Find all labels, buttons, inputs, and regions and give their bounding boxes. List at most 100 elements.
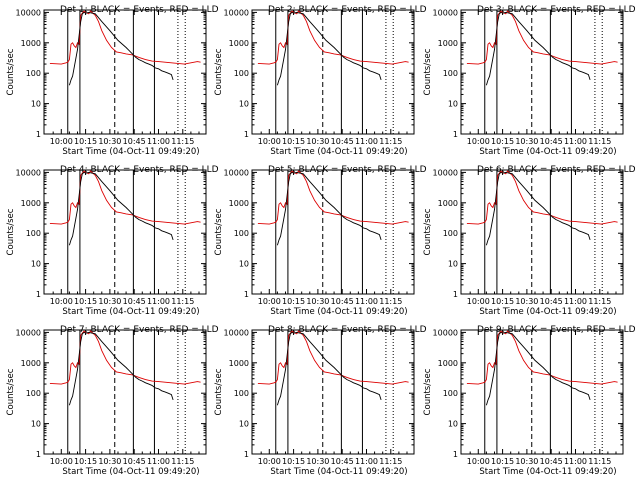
x-tick-label: 11:15 — [588, 297, 611, 306]
plot-frame — [251, 329, 415, 455]
y-axis-label: Counts/sec — [214, 368, 224, 415]
y-tick-label: 1000 — [21, 359, 41, 368]
series-lld-line — [257, 170, 409, 225]
y-tick-label: 100 — [26, 69, 41, 78]
series-lld-line — [466, 330, 618, 385]
x-tick-label: 11:00 — [147, 457, 170, 466]
x-tick-label: 10:45 — [123, 137, 146, 146]
y-tick-label: 100 — [26, 229, 41, 238]
y-tick-label: 1000 — [21, 39, 41, 48]
x-tick-label: 11:15 — [588, 457, 611, 466]
x-axis-label: Start Time (04-Oct-11 09:49:20) — [62, 147, 199, 157]
y-tick-label: 1 — [453, 450, 458, 459]
y-tick-label: 10 — [31, 260, 41, 269]
y-tick-label: 10 — [239, 420, 249, 429]
plot-frame — [460, 169, 624, 295]
plot-frame — [251, 9, 415, 135]
x-tick-label: 10:30 — [306, 137, 329, 146]
series-lld-line — [466, 170, 618, 225]
series-lld-line — [49, 170, 201, 225]
x-tick-label: 11:00 — [147, 137, 170, 146]
x-tick-label: 10:00 — [467, 457, 490, 466]
x-tick-label: 10:15 — [282, 297, 305, 306]
x-tick-label: 11:15 — [171, 457, 194, 466]
x-axis-label: Start Time (04-Oct-11 09:49:20) — [479, 147, 616, 157]
y-tick-label: 1000 — [229, 199, 249, 208]
x-tick-label: 10:30 — [98, 297, 121, 306]
y-tick-label: 1000 — [21, 199, 41, 208]
series-events-line — [485, 11, 591, 86]
panel-title: Det 1: BLACK = Events, RED = LLD — [60, 5, 219, 15]
y-tick-label: 10 — [239, 100, 249, 109]
x-tick-label: 10:00 — [50, 137, 73, 146]
series-lld-line — [49, 10, 201, 65]
x-axis-label: Start Time (04-Oct-11 09:49:20) — [62, 467, 199, 477]
y-axis-label: Counts/sec — [6, 208, 16, 255]
plot-frame — [43, 9, 207, 135]
panel-title: Det 8: BLACK = Events, RED = LLD — [268, 325, 427, 335]
x-tick-label: 10:15 — [74, 457, 97, 466]
panel-det-5: Det 5: BLACK = Events, RED = LLD 1 10 100 10… — [214, 165, 427, 317]
x-tick-label: 10:45 — [123, 297, 146, 306]
x-tick-label: 10:00 — [50, 457, 73, 466]
x-tick-label: 11:15 — [379, 297, 402, 306]
y-tick-label: 100 — [234, 229, 249, 238]
x-tick-label: 10:15 — [491, 137, 514, 146]
x-tick-label: 11:00 — [355, 137, 378, 146]
y-tick-label: 1 — [36, 290, 41, 299]
x-tick-label: 11:15 — [588, 137, 611, 146]
plot-frame — [460, 329, 624, 455]
y-tick-label: 10 — [31, 100, 41, 109]
x-tick-label: 10:15 — [74, 297, 97, 306]
y-tick-label: 100 — [443, 229, 458, 238]
y-tick-label: 1 — [244, 290, 249, 299]
y-tick-label: 100 — [234, 389, 249, 398]
x-tick-label: 10:30 — [98, 457, 121, 466]
y-tick-label: 10000 — [16, 8, 41, 17]
panel-det-8: Det 8: BLACK = Events, RED = LLD 1 10 100 10… — [214, 325, 427, 477]
y-tick-label: 10000 — [433, 168, 458, 177]
plot-frame — [43, 329, 207, 455]
x-tick-label: 10:30 — [515, 457, 538, 466]
x-tick-label: 10:45 — [331, 457, 354, 466]
panel-det-4: Det 4: BLACK = Events, RED = LLD 1 10 100 10… — [6, 165, 219, 317]
x-tick-label: 10:15 — [491, 297, 514, 306]
y-tick-label: 1000 — [438, 359, 458, 368]
y-tick-label: 100 — [443, 69, 458, 78]
x-tick-label: 10:45 — [123, 457, 146, 466]
x-tick-label: 10:15 — [282, 457, 305, 466]
x-axis-label: Start Time (04-Oct-11 09:49:20) — [270, 147, 407, 157]
series-events-line — [68, 331, 174, 406]
series-lld-line — [257, 10, 409, 65]
x-tick-label: 10:45 — [540, 137, 563, 146]
x-axis-label: Start Time (04-Oct-11 09:49:20) — [270, 467, 407, 477]
series-lld-line — [49, 330, 201, 385]
y-tick-label: 10000 — [433, 8, 458, 17]
y-axis-label: Counts/sec — [423, 208, 433, 255]
x-tick-label: 10:30 — [98, 137, 121, 146]
y-tick-label: 1 — [453, 290, 458, 299]
x-tick-label: 10:00 — [50, 297, 73, 306]
panel-det-9: Det 9: BLACK = Events, RED = LLD 1 10 100 10… — [423, 325, 636, 477]
y-tick-label: 1 — [244, 450, 249, 459]
x-tick-label: 10:00 — [258, 457, 281, 466]
x-tick-label: 11:00 — [147, 297, 170, 306]
y-tick-label: 1 — [244, 130, 249, 139]
plot-frame — [43, 169, 207, 295]
x-axis-label: Start Time (04-Oct-11 09:49:20) — [479, 307, 616, 317]
panel-title: Det 5: BLACK = Events, RED = LLD — [268, 165, 427, 175]
y-tick-label: 10000 — [16, 168, 41, 177]
x-axis-label: Start Time (04-Oct-11 09:49:20) — [270, 307, 407, 317]
y-tick-label: 100 — [234, 69, 249, 78]
y-tick-label: 1 — [36, 130, 41, 139]
y-tick-label: 10000 — [224, 168, 249, 177]
panel-title: Det 9: BLACK = Events, RED = LLD — [477, 325, 636, 335]
y-tick-label: 10 — [448, 260, 458, 269]
panel-title: Det 2: BLACK = Events, RED = LLD — [268, 5, 427, 15]
panel-title: Det 7: BLACK = Events, RED = LLD — [60, 325, 219, 335]
y-axis-label: Counts/sec — [6, 368, 16, 415]
series-events-line — [68, 11, 174, 86]
panel-title: Det 3: BLACK = Events, RED = LLD — [477, 5, 636, 15]
x-tick-label: 10:00 — [467, 297, 490, 306]
panel-title: Det 6: BLACK = Events, RED = LLD — [477, 165, 636, 175]
